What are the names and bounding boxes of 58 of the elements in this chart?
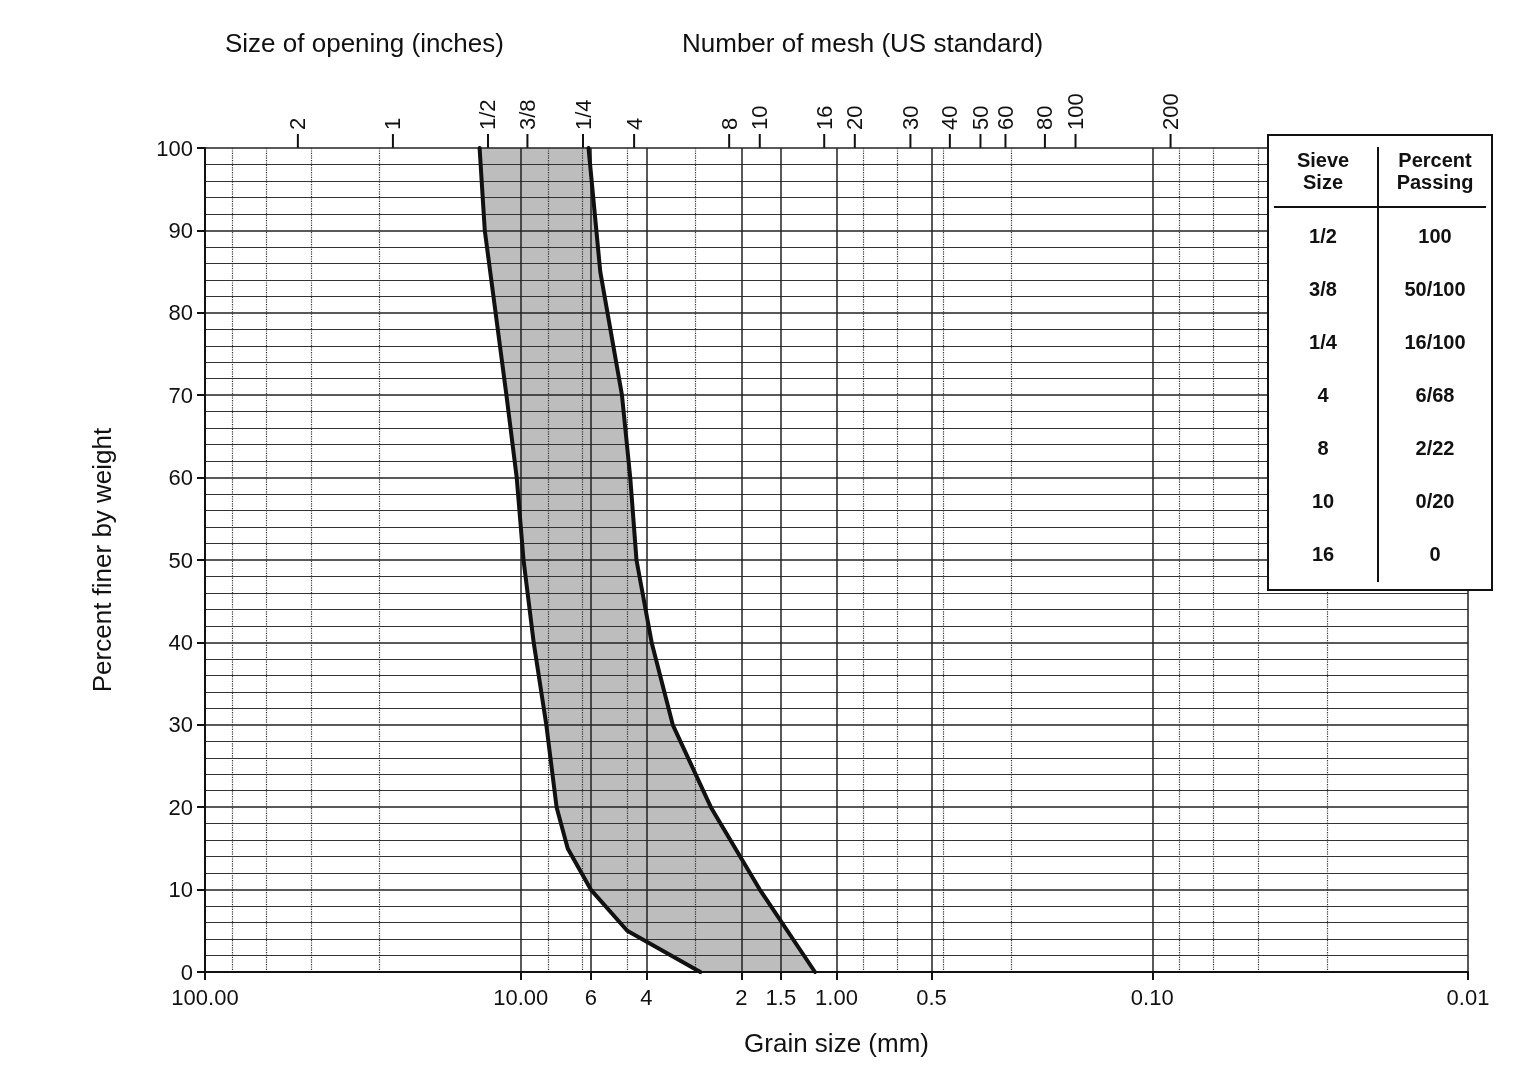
annotation: 1/2 (1309, 224, 1337, 247)
text: Number of mesh (US standard) (682, 28, 1044, 58)
text: 1/4 (570, 99, 596, 130)
text: 40 (937, 105, 963, 130)
y-tick-label: 100 (156, 135, 193, 161)
text: 50 (967, 105, 993, 130)
y-tick-label: 50 (168, 547, 193, 573)
text: 16 (811, 105, 837, 130)
annotation: 2/22 (1415, 436, 1455, 459)
annotation: 4 (1317, 383, 1330, 406)
annotation: 50/100 (1404, 277, 1466, 300)
text: 2 (285, 117, 311, 130)
text: 1 (380, 117, 406, 130)
annotation: Sieve Size (1296, 149, 1350, 193)
text: 60 (992, 105, 1018, 130)
y-axis-title: Percent finer by weight (87, 426, 117, 693)
text: 20 (842, 105, 868, 130)
x-tick-label: 1.5 (765, 984, 797, 1010)
annotation: 16 (1311, 542, 1335, 565)
text: 80 (1032, 105, 1058, 130)
x-tick-label: 0.01 (1446, 984, 1490, 1010)
text: 30 (897, 105, 923, 130)
y-tick-label: 60 (168, 465, 193, 491)
y-tick-label: 10 (168, 877, 193, 903)
annotation: 0 (1429, 542, 1441, 565)
y-tick-label: 80 (168, 300, 193, 326)
y-tick-label: 90 (168, 217, 193, 243)
text: 100 (1063, 93, 1089, 130)
text: 10 (747, 105, 773, 130)
x-tick-label: 6 (584, 984, 597, 1010)
annotation: 6/68 (1415, 383, 1455, 406)
annotation: 100 (1418, 224, 1452, 247)
x-axis-title: Grain size (mm) (744, 1028, 929, 1058)
text: 8 (716, 117, 742, 130)
text: 4 (621, 117, 647, 130)
text: Size of opening (inches) (225, 28, 504, 58)
x-tick-label: 10.00 (493, 984, 549, 1010)
x-tick-label: 0.10 (1130, 984, 1174, 1010)
y-tick-label: 40 (168, 629, 193, 655)
annotation: 0/20 (1415, 489, 1455, 512)
x-tick-label: 0.5 (916, 984, 947, 1010)
y-tick-label: 0 (180, 959, 193, 985)
annotation: Percent Passing (1396, 149, 1474, 193)
x-tick-label: 100.00 (171, 984, 239, 1010)
annotation: 3/8 (1309, 277, 1337, 300)
y-tick-label: 20 (168, 794, 193, 820)
x-tick-label: 2 (735, 984, 748, 1010)
x-tick-label: 4 (640, 984, 653, 1010)
annotation: 16/100 (1404, 330, 1466, 353)
y-tick-label: 30 (168, 712, 193, 738)
y-tick-label: 70 (168, 382, 193, 408)
annotation: 8 (1317, 436, 1329, 459)
annotation: 1/4 (1309, 330, 1338, 353)
text: 200 (1158, 93, 1184, 130)
x-tick-label: 1.00 (815, 984, 858, 1010)
text: 3/8 (514, 99, 540, 130)
text: 1/2 (475, 99, 501, 130)
annotation: 10 (1311, 489, 1335, 512)
